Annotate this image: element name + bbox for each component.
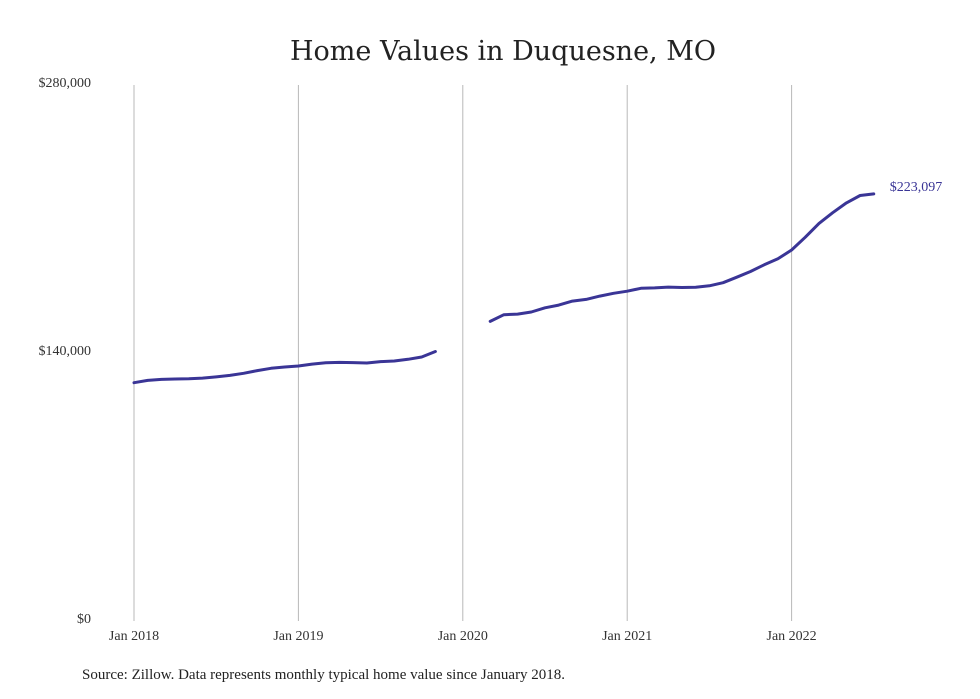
y-tick-label: $280,000 xyxy=(39,76,92,91)
series-line-segment-2 xyxy=(488,192,876,323)
x-tick-label: Jan 2019 xyxy=(273,629,323,644)
chart-title: Home Values in Duquesne, MO xyxy=(290,36,716,67)
source-note: Source: Zillow. Data represents monthly … xyxy=(82,667,566,683)
series-line-segment-1 xyxy=(132,350,437,385)
x-tick-label: Jan 2020 xyxy=(438,629,488,644)
x-tick-label: Jan 2021 xyxy=(602,629,652,644)
x-tick-label: Jan 2022 xyxy=(767,629,817,644)
gridlines xyxy=(133,85,793,621)
y-tick-label: $0 xyxy=(77,612,91,627)
x-axis-ticks: Jan 2018 Jan 2019 Jan 2020 Jan 2021 Jan 2022 xyxy=(109,629,817,644)
last-value-label: $223,097 xyxy=(890,180,943,195)
series-lines xyxy=(132,192,876,385)
x-tick-label: Jan 2018 xyxy=(109,629,159,644)
y-axis-ticks: $280,000 $140,000 $0 xyxy=(39,76,92,627)
y-tick-label: $140,000 xyxy=(39,344,92,359)
